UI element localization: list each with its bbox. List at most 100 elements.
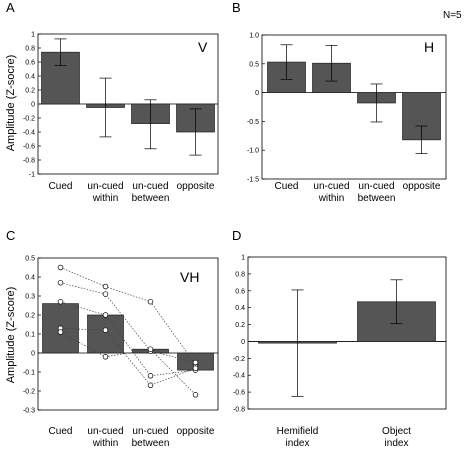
panel-c-subject-line: [60, 331, 196, 396]
panel-c-subject-point: [192, 365, 199, 371]
panel-a-category-label-line: between: [132, 193, 170, 204]
panel-d: D 1 0.8 0.6 0.4 0.2 0 -0.2 -0.4 -0.6 -0.8 Hemifiel…: [232, 228, 447, 449]
panel-a-ytick-label: 0: [31, 102, 35, 109]
panel-d-category-label: Hemifield index: [277, 426, 319, 449]
panel-c-ytick-label: 0: [31, 351, 35, 358]
panel-c-category-label-line: un-cued: [87, 426, 123, 437]
panel-c-subject-line: [60, 282, 196, 363]
panel-b-category-label: opposite: [403, 181, 441, 192]
panel-c-tag: VH: [180, 269, 199, 285]
panel-c-ytick-label: 0.2: [25, 313, 35, 320]
panel-c-subject-point: [192, 392, 199, 398]
panel-c-category-label-line: within: [92, 438, 119, 449]
panel-d-category-label-line: Object: [382, 426, 411, 437]
panel-a-ytick-label: 1: [31, 32, 35, 39]
panel-d-ytick-label: -0.2: [233, 356, 245, 363]
panel-c-category-label-line: Cued: [49, 426, 73, 437]
panel-c-category-label: Cued: [49, 426, 73, 437]
panel-b-ytick-label: 1.0: [249, 33, 259, 40]
panel-a-ytick-label: -0.8: [23, 158, 35, 165]
panel-c-category-label: un-cued between: [132, 426, 170, 449]
panel-c-ylabel: Amplitude (Z-score): [5, 287, 17, 384]
panel-c-ytick-label: 0.5: [25, 256, 35, 263]
panel-c-ytick-label: 0.1: [25, 332, 35, 339]
panel-b-category-label: un-cued within: [313, 181, 349, 204]
panel-d-ytick-label: -0.6: [233, 390, 245, 397]
panel-d-ytick-label: -0.4: [233, 373, 245, 380]
panel-d-ytick-label: 1: [241, 255, 245, 262]
panel-a-category-label-line: un-cued: [87, 181, 123, 192]
panel-c-bar: [87, 314, 124, 354]
panel-c: C VH Amplitude (Z-score) 0.5 0.4 0.3 0.2 0.1…: [5, 228, 219, 449]
panel-b-ytick-label: -1.5: [247, 177, 259, 184]
panel-c-ytick-label: 0.4: [25, 275, 35, 282]
panel-a-category-label: un-cued within: [87, 181, 123, 204]
panel-b-category-label-line: un-cued: [313, 181, 349, 192]
panel-a: A V Amplitude (Z-socre) 1 0.8 0.6 0.4 0.2 0 -0…: [5, 0, 219, 204]
panel-b-ytick-label: -0.5: [247, 119, 259, 126]
panel-a-category-label: opposite: [177, 181, 215, 192]
panel-d-ytick-label: 0.4: [235, 305, 245, 312]
panel-b-category-label-line: un-cued: [358, 181, 394, 192]
panel-a-ytick-label: -0.4: [23, 130, 35, 137]
panel-d-category-label: Object index: [382, 426, 411, 449]
panel-a-category-label: un-cued between: [132, 181, 170, 204]
panel-a-letter: A: [6, 0, 15, 15]
panel-c-subject-point: [102, 327, 109, 333]
panel-c-subject-point: [192, 359, 199, 366]
panel-a-ytick-label: -0.2: [23, 116, 35, 123]
panel-d-letter: D: [232, 228, 241, 243]
panel-b-tag: H: [424, 39, 434, 55]
panel-d-category-label-line: index: [286, 438, 310, 449]
panel-b-ytick-label: 0: [255, 90, 259, 97]
panel-a-ytick-label: -0.6: [23, 144, 35, 151]
panel-a-ytick-label: 0.4: [25, 74, 35, 81]
panel-c-category-label: opposite: [177, 426, 215, 437]
panel-c-subject-point: [102, 283, 109, 290]
panel-c-category-label-line: between: [132, 438, 170, 449]
panel-a-category-label-line: Cued: [49, 181, 73, 192]
panel-d-category-label-line: Hemifield: [277, 426, 319, 437]
panel-c-subject-point: [147, 346, 154, 352]
sample-size-note: N=5: [443, 10, 462, 21]
panel-a-category-label: Cued: [49, 181, 73, 192]
panel-c-subject-point: [147, 298, 154, 305]
panel-c-ytick-label: -0.3: [23, 408, 35, 415]
panel-a-plot: 1 0.8 0.6 0.4 0.2 0 -0.2 -0.4 -0.6 -0.8 -1 Cued un-c…: [23, 32, 219, 204]
panel-c-subject-point: [57, 279, 64, 286]
panel-b-ytick-label: 0.5: [249, 61, 259, 68]
panel-c-subject-point: [102, 312, 109, 318]
panel-b-category-label: Cued: [275, 181, 299, 192]
panel-c-subject-line: [60, 267, 196, 365]
panel-c-subject-point: [147, 373, 154, 379]
panel-c-subject-line: [60, 301, 196, 377]
panel-a-ytick-label: 0.2: [25, 88, 35, 95]
panel-c-letter: C: [6, 228, 15, 243]
panel-a-ylabel: Amplitude (Z-socre): [5, 55, 17, 152]
panel-b-ytick-label: -1.0: [247, 148, 259, 155]
panel-b-category-label-line: within: [318, 193, 345, 204]
panel-c-subject-point: [102, 291, 109, 297]
panel-a-ytick-label: 0.8: [25, 46, 35, 53]
panel-c-ytick-label: 0.3: [25, 294, 35, 301]
panel-c-category-label-line: un-cued: [132, 426, 168, 437]
panel-d-ytick-label: 0: [241, 339, 245, 346]
panel-b-category-label-line: Cued: [275, 181, 299, 192]
panel-d-ytick-label: 0.8: [235, 271, 245, 278]
panel-c-ytick-label: -0.2: [23, 389, 35, 396]
panel-b-category-label: un-cued between: [358, 181, 396, 204]
panel-a-ytick-label: -1: [29, 172, 35, 179]
panel-a-ytick-label: 0.6: [25, 60, 35, 67]
panel-c-subject-point: [147, 382, 154, 389]
panel-c-category-label-line: opposite: [177, 426, 215, 437]
panel-b-letter: B: [232, 0, 241, 15]
panel-c-subject-point: [57, 264, 64, 271]
panel-d-category-label-line: index: [385, 438, 409, 449]
panel-b-frame: [261, 34, 447, 180]
panel-d-frame: [247, 256, 447, 410]
panel-d-ytick-label: 0.6: [235, 288, 245, 295]
panel-d-ytick-label: 0.2: [235, 322, 245, 329]
